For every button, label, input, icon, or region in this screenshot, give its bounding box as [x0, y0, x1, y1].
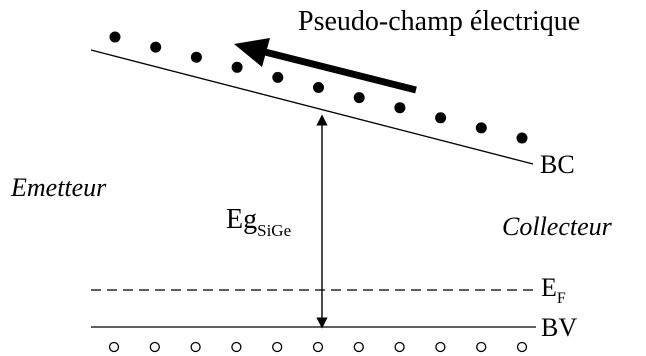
electron-dot [272, 71, 284, 83]
electron-dot [475, 122, 487, 134]
fermi-main: E [541, 273, 557, 302]
hole-circle [190, 341, 201, 353]
emitter-label: Emetteur [10, 173, 107, 202]
fermi-subscript: F [557, 290, 566, 307]
valence-band-label: BV [541, 313, 577, 342]
hole-circle [394, 341, 405, 353]
hole-circle [476, 341, 487, 353]
conduction-band-line [90, 49, 534, 165]
electron-dot [313, 82, 324, 93]
hole-circle [231, 341, 242, 353]
electron-dot [353, 92, 365, 104]
hole-circle [516, 341, 528, 353]
hole-circle [435, 341, 446, 353]
electron-dot [516, 132, 528, 144]
electron-dot [150, 41, 162, 53]
collector-label: Collecteur [502, 212, 613, 241]
electron-dot [394, 102, 406, 114]
bandgap-main: Eg [226, 204, 257, 235]
hole-circle [353, 341, 364, 353]
bandgap-label: EgSiGe [226, 204, 291, 240]
hole-circle [272, 341, 283, 353]
hole-circle [108, 341, 120, 353]
bandgap-subscript: SiGe [257, 221, 291, 240]
electron-dot [190, 51, 202, 63]
pseudo-field-title: Pseudo-champ électrique [298, 6, 580, 37]
electron-row [109, 31, 528, 144]
hole-row [108, 341, 528, 353]
hole-circle [312, 341, 324, 353]
pseudo-field-arrow-head [234, 38, 270, 67]
pseudo-field-arrow-shaft [264, 48, 417, 94]
electron-dot [109, 31, 121, 43]
fermi-level-label: EF [541, 273, 566, 307]
conduction-band-label: BC [540, 150, 575, 179]
hole-circle [149, 341, 160, 353]
electron-dot [231, 61, 243, 73]
electron-dot [435, 112, 447, 124]
